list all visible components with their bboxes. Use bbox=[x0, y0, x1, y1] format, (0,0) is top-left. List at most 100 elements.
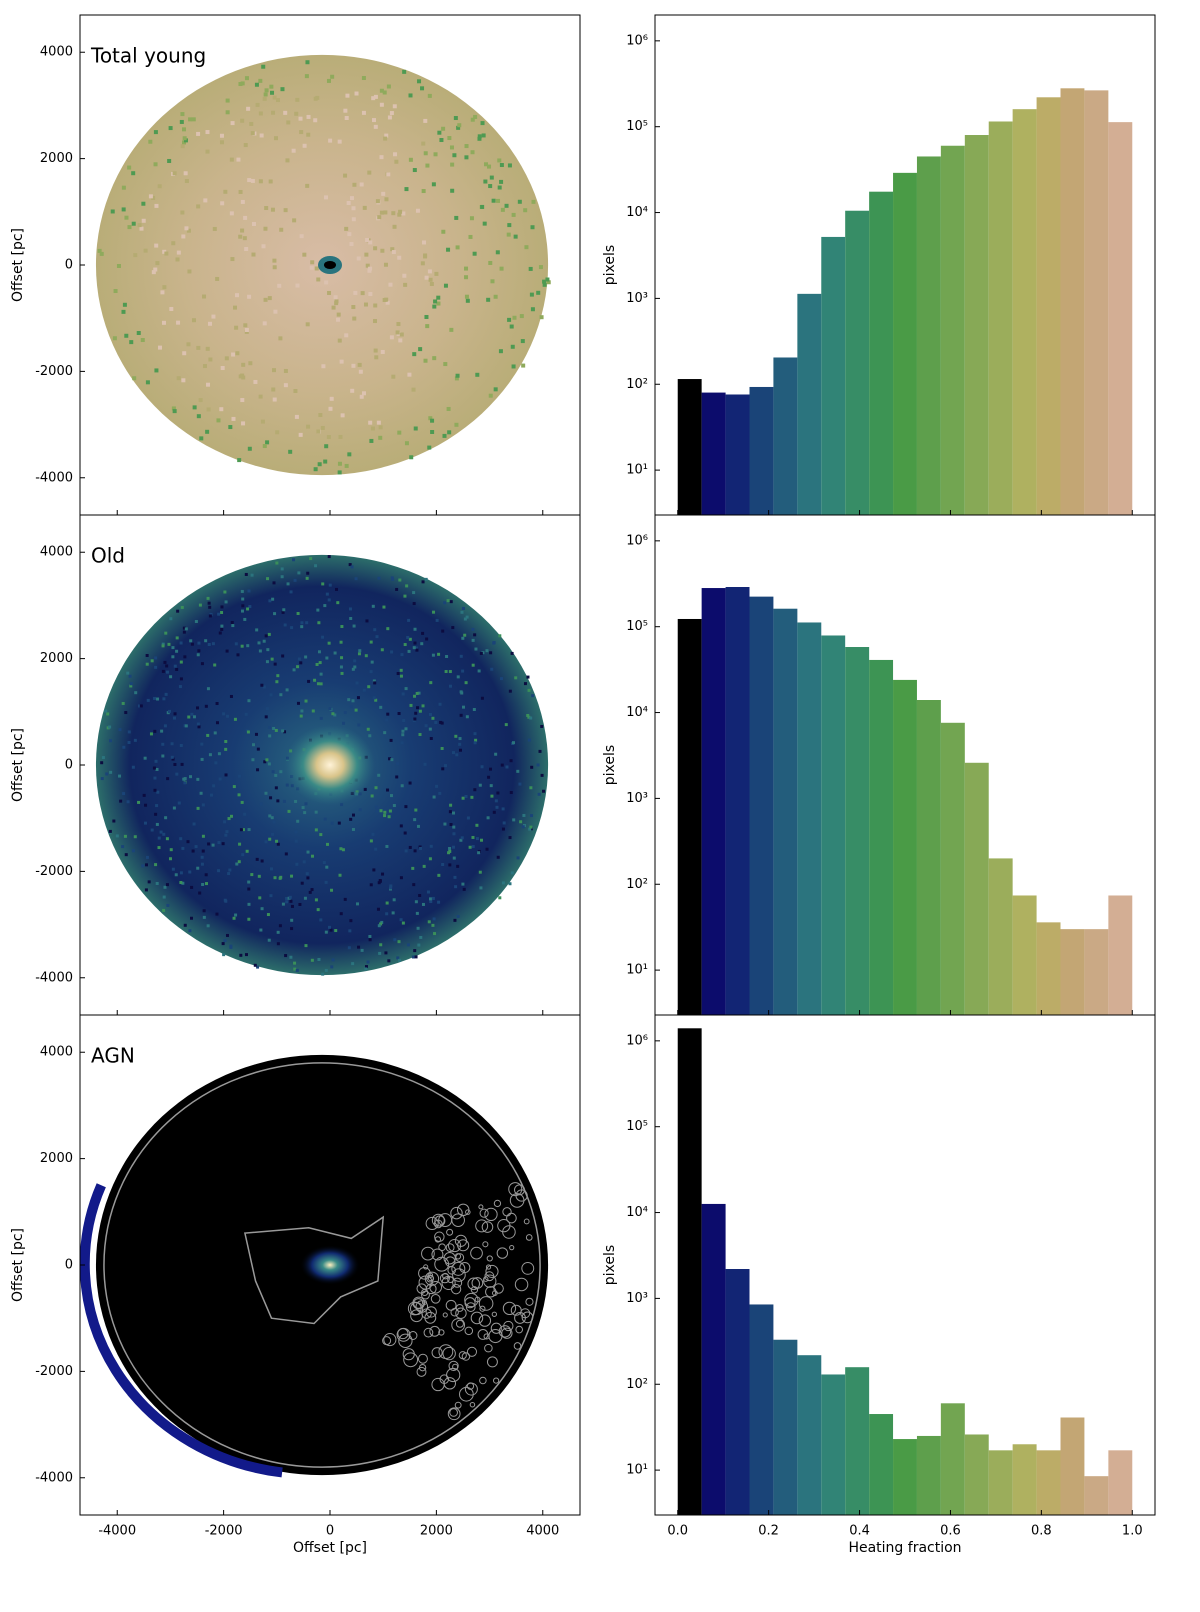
map-texture bbox=[202, 909, 206, 913]
map-texture bbox=[299, 714, 303, 718]
map-contour bbox=[485, 1286, 497, 1298]
bar bbox=[893, 1439, 917, 1515]
map-texture bbox=[496, 791, 500, 795]
map-texture bbox=[412, 883, 416, 887]
map-texture bbox=[463, 617, 467, 621]
map-texture bbox=[403, 282, 408, 287]
map-texture bbox=[397, 712, 401, 716]
map-texture bbox=[174, 873, 178, 877]
map-texture bbox=[317, 621, 321, 625]
map-texture bbox=[414, 955, 418, 959]
map-texture bbox=[182, 626, 186, 630]
map-contour bbox=[466, 1346, 478, 1357]
map-texture bbox=[162, 697, 166, 701]
map-texture bbox=[165, 664, 169, 668]
map-texture bbox=[200, 662, 204, 666]
map-texture bbox=[146, 698, 150, 702]
map-texture bbox=[264, 206, 269, 211]
map-texture bbox=[247, 178, 252, 183]
map-texture bbox=[426, 890, 430, 894]
map-texture bbox=[453, 918, 457, 922]
map-texture bbox=[305, 60, 310, 65]
map-texture bbox=[196, 414, 201, 419]
map-texture bbox=[465, 715, 469, 719]
map-texture bbox=[498, 634, 502, 638]
map-texture bbox=[398, 578, 402, 582]
map-texture bbox=[404, 727, 408, 731]
map-texture bbox=[389, 886, 393, 890]
map-texture bbox=[529, 786, 533, 790]
map-texture bbox=[141, 218, 146, 223]
map-contour bbox=[465, 1302, 476, 1312]
map-texture bbox=[239, 953, 243, 957]
x-tick-label: 0.8 bbox=[1031, 1524, 1052, 1539]
map-texture bbox=[494, 799, 498, 803]
map-texture bbox=[192, 405, 197, 410]
map-texture bbox=[163, 724, 167, 728]
map-texture bbox=[512, 818, 516, 822]
map-texture bbox=[200, 855, 204, 859]
y-tick-label: 2000 bbox=[40, 651, 73, 666]
map-texture bbox=[389, 884, 393, 888]
map-texture bbox=[391, 374, 396, 379]
map-texture bbox=[531, 199, 536, 204]
map-texture bbox=[272, 726, 276, 730]
bar bbox=[1108, 1450, 1133, 1515]
map-texture bbox=[224, 600, 228, 604]
map-texture bbox=[468, 845, 472, 849]
map-texture bbox=[235, 351, 240, 356]
bar bbox=[749, 1304, 774, 1515]
map-texture bbox=[220, 611, 224, 615]
y-tick-label: 10⁶ bbox=[626, 33, 648, 48]
map-texture bbox=[421, 902, 425, 906]
map-texture bbox=[383, 210, 388, 215]
map-texture bbox=[171, 241, 176, 246]
map-texture bbox=[374, 355, 379, 360]
map-texture bbox=[397, 940, 401, 944]
map-texture bbox=[276, 674, 280, 678]
map-texture bbox=[411, 955, 415, 959]
map-texture bbox=[179, 660, 183, 664]
map-contour bbox=[452, 1268, 466, 1282]
bar bbox=[988, 121, 1013, 515]
map-contour bbox=[464, 1292, 479, 1308]
map-texture bbox=[247, 589, 251, 593]
map-texture bbox=[485, 847, 489, 851]
map-texture bbox=[366, 727, 370, 731]
map-texture bbox=[356, 256, 361, 261]
map-texture bbox=[295, 283, 300, 288]
map-texture bbox=[388, 809, 392, 813]
map-texture bbox=[141, 864, 145, 868]
map-texture bbox=[421, 141, 426, 146]
map-texture bbox=[343, 108, 348, 113]
map-texture bbox=[421, 631, 425, 635]
bar bbox=[1084, 90, 1109, 515]
map-texture bbox=[153, 267, 158, 272]
map-texture bbox=[179, 743, 183, 747]
map-contour bbox=[485, 1264, 492, 1270]
map-texture bbox=[219, 133, 224, 138]
map-texture bbox=[265, 758, 269, 762]
map-texture bbox=[154, 665, 158, 669]
map-texture bbox=[404, 849, 408, 853]
map-texture bbox=[318, 413, 323, 418]
map-texture bbox=[238, 82, 243, 87]
x-tick-label: -4000 bbox=[98, 1524, 136, 1539]
map-texture bbox=[154, 243, 159, 248]
map-texture bbox=[338, 434, 343, 439]
map-texture bbox=[109, 739, 113, 743]
map-texture bbox=[501, 827, 505, 831]
y-tick-label: 10⁶ bbox=[626, 1033, 648, 1048]
map-texture bbox=[277, 283, 282, 288]
map-texture bbox=[184, 627, 188, 631]
map-texture bbox=[197, 725, 201, 729]
map-texture bbox=[220, 201, 225, 206]
map-texture bbox=[499, 163, 504, 168]
map-texture bbox=[546, 280, 551, 285]
map-texture bbox=[260, 859, 264, 863]
map-texture bbox=[172, 806, 176, 810]
map-texture bbox=[354, 91, 359, 96]
y-tick-label: 10¹ bbox=[626, 1463, 648, 1478]
map-texture bbox=[514, 676, 518, 680]
map-texture bbox=[380, 648, 384, 652]
